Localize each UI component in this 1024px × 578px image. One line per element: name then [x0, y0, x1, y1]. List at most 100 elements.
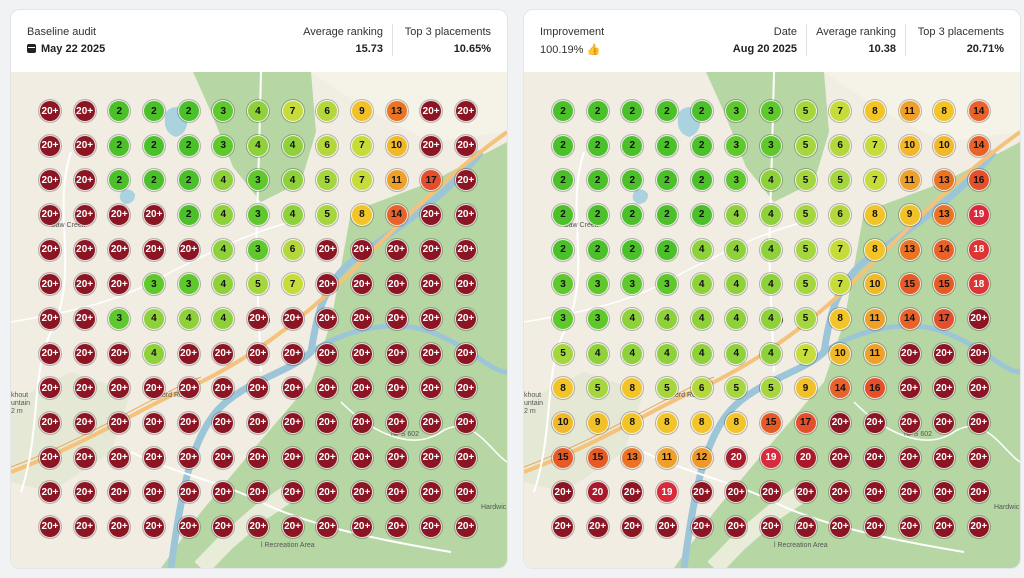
- rank-pin[interactable]: 4: [281, 134, 304, 157]
- rank-pin[interactable]: 20+: [177, 515, 200, 538]
- rank-pin[interactable]: 20+: [690, 515, 713, 538]
- rank-pin[interactable]: 20+: [73, 377, 96, 400]
- rank-pin[interactable]: 10: [863, 273, 886, 296]
- rank-pin[interactable]: 4: [690, 307, 713, 330]
- rank-pin[interactable]: 20+: [39, 238, 61, 261]
- rank-pin[interactable]: 14: [933, 238, 956, 261]
- rank-pin[interactable]: 20+: [967, 411, 990, 434]
- rank-pin[interactable]: 20+: [73, 238, 96, 261]
- rank-pin[interactable]: 20+: [454, 411, 477, 434]
- rank-pin[interactable]: 20+: [420, 134, 443, 157]
- rank-pin[interactable]: 3: [246, 238, 269, 261]
- rank-pin[interactable]: 4: [621, 342, 644, 365]
- rank-pin[interactable]: 20+: [39, 377, 61, 400]
- rank-pin[interactable]: 2: [552, 238, 574, 261]
- rank-pin[interactable]: 5: [794, 273, 817, 296]
- rank-pin[interactable]: 20+: [316, 411, 339, 434]
- rank-pin[interactable]: 20+: [385, 446, 408, 469]
- rank-pin[interactable]: 20+: [177, 481, 200, 504]
- rank-pin[interactable]: 2: [690, 169, 713, 192]
- rank-pin[interactable]: 3: [246, 169, 269, 192]
- rank-pin[interactable]: 20+: [281, 342, 304, 365]
- rank-pin[interactable]: 2: [552, 100, 574, 122]
- rank-pin[interactable]: 20+: [73, 134, 96, 157]
- rank-pin[interactable]: 2: [108, 134, 131, 157]
- rank-pin[interactable]: 20+: [350, 307, 373, 330]
- rank-pin[interactable]: 4: [759, 273, 782, 296]
- rank-pin[interactable]: 20+: [967, 481, 990, 504]
- rank-pin[interactable]: 2: [655, 100, 678, 122]
- rank-pin[interactable]: 20+: [454, 100, 477, 122]
- rank-pin[interactable]: 6: [316, 134, 339, 157]
- rank-pin[interactable]: 5: [829, 169, 852, 192]
- rank-pin[interactable]: 20+: [420, 515, 443, 538]
- rank-pin[interactable]: 4: [655, 307, 678, 330]
- rank-pin[interactable]: 8: [690, 411, 713, 434]
- rank-pin[interactable]: 20+: [108, 446, 131, 469]
- rank-pin[interactable]: 2: [177, 203, 200, 226]
- rank-pin[interactable]: 20+: [281, 481, 304, 504]
- rank-pin[interactable]: 2: [621, 100, 644, 122]
- rank-pin[interactable]: 7: [281, 273, 304, 296]
- rank-pin[interactable]: 2: [552, 169, 574, 192]
- rank-pin[interactable]: 20+: [967, 377, 990, 400]
- rank-pin[interactable]: 20+: [246, 515, 269, 538]
- rank-pin[interactable]: 20+: [73, 481, 96, 504]
- rank-pin[interactable]: 2: [108, 169, 131, 192]
- rank-pin[interactable]: 7: [350, 169, 373, 192]
- rank-pin[interactable]: 2: [621, 238, 644, 261]
- rank-pin[interactable]: 20+: [73, 307, 96, 330]
- rank-pin[interactable]: 20+: [454, 515, 477, 538]
- rank-pin[interactable]: 2: [655, 203, 678, 226]
- rank-pin[interactable]: 7: [829, 273, 852, 296]
- rank-pin[interactable]: 5: [794, 307, 817, 330]
- rank-pin[interactable]: 15: [552, 446, 574, 469]
- rank-pin[interactable]: 4: [759, 342, 782, 365]
- rank-pin[interactable]: 12: [690, 446, 713, 469]
- rank-pin[interactable]: 20+: [454, 169, 477, 192]
- rank-pin[interactable]: 8: [552, 377, 574, 400]
- rank-pin[interactable]: 5: [725, 377, 748, 400]
- rank-pin[interactable]: 20+: [420, 411, 443, 434]
- rank-pin[interactable]: 5: [655, 377, 678, 400]
- rank-pin[interactable]: 3: [655, 273, 678, 296]
- rank-pin[interactable]: 20+: [794, 481, 817, 504]
- rank-pin[interactable]: 20+: [246, 307, 269, 330]
- rank-pin[interactable]: 20+: [142, 203, 165, 226]
- rank-pin[interactable]: 4: [142, 307, 165, 330]
- rank-pin[interactable]: 2: [655, 134, 678, 157]
- rank-pin[interactable]: 20+: [933, 377, 956, 400]
- rank-pin[interactable]: 20+: [898, 342, 921, 365]
- rank-pin[interactable]: 4: [725, 203, 748, 226]
- rank-pin[interactable]: 20+: [39, 307, 61, 330]
- rank-pin[interactable]: 20+: [454, 377, 477, 400]
- rank-pin[interactable]: 3: [586, 273, 609, 296]
- rank-pin[interactable]: 3: [552, 307, 574, 330]
- rank-pin[interactable]: 20+: [350, 481, 373, 504]
- rank-pin[interactable]: 20+: [316, 481, 339, 504]
- rank-pin[interactable]: 20+: [73, 411, 96, 434]
- rank-pin[interactable]: 3: [142, 273, 165, 296]
- rank-pin[interactable]: 4: [725, 307, 748, 330]
- rank-pin[interactable]: 3: [108, 307, 131, 330]
- rank-pin[interactable]: 20+: [281, 411, 304, 434]
- rank-pin[interactable]: 20+: [759, 515, 782, 538]
- rank-pin[interactable]: 11: [863, 342, 886, 365]
- rank-pin[interactable]: 5: [794, 100, 817, 122]
- rank-pin[interactable]: 17: [420, 169, 443, 192]
- rank-pin[interactable]: 20+: [108, 238, 131, 261]
- rank-pin[interactable]: 20+: [621, 515, 644, 538]
- rank-pin[interactable]: 20+: [316, 446, 339, 469]
- rank-pin[interactable]: 4: [212, 238, 235, 261]
- rank-pin[interactable]: 4: [177, 307, 200, 330]
- rank-pin[interactable]: 20+: [829, 515, 852, 538]
- rank-pin[interactable]: 20+: [39, 342, 61, 365]
- rank-pin[interactable]: 5: [586, 377, 609, 400]
- rank-pin[interactable]: 20+: [39, 273, 61, 296]
- rank-pin[interactable]: 7: [794, 342, 817, 365]
- rank-pin[interactable]: 6: [316, 100, 339, 122]
- rank-pin[interactable]: 8: [621, 377, 644, 400]
- rank-pin[interactable]: 4: [655, 342, 678, 365]
- rank-pin[interactable]: 20+: [142, 446, 165, 469]
